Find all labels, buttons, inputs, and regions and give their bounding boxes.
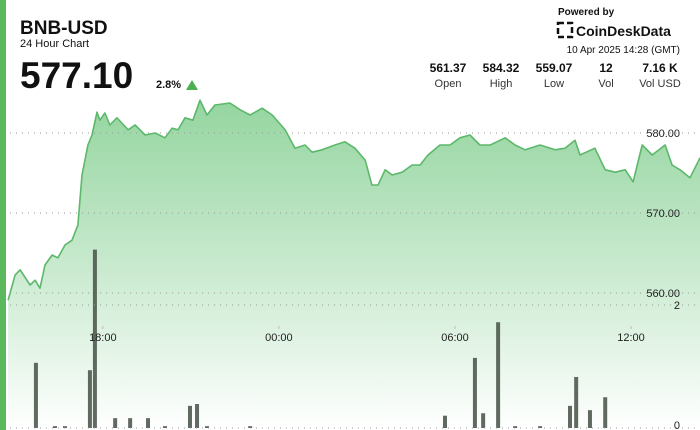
volume-bar xyxy=(205,426,210,428)
x-tick-label: 00:00 xyxy=(265,332,293,344)
brand: CoinDeskData xyxy=(576,23,671,39)
stat-value: 7.16 K xyxy=(642,61,678,75)
plot-area: 560.00 570.00 580.00 0 2 18:00 00:00 06:00 12:00 xyxy=(7,99,700,430)
volume-bar xyxy=(248,426,253,428)
x-tick-label: 18:00 xyxy=(89,332,117,344)
volume-bar xyxy=(33,362,38,428)
y-tick-label: 570.00 xyxy=(646,208,680,220)
accent-bar xyxy=(0,0,6,430)
x-tick-label: 12:00 xyxy=(617,332,645,344)
price: 577.10 xyxy=(20,55,133,96)
stat-label: High xyxy=(490,78,513,90)
y2-tick-label: 2 xyxy=(674,300,680,312)
volume-bar xyxy=(62,426,67,428)
volume-bar xyxy=(574,376,579,428)
volume-bar xyxy=(513,426,518,428)
volume-bar xyxy=(568,405,573,428)
volume-bar xyxy=(195,404,200,428)
volume-bar xyxy=(128,418,133,428)
stat-value: 559.07 xyxy=(536,61,573,75)
volume-bar xyxy=(92,249,97,428)
brand-logo xyxy=(556,21,574,39)
volume-bar xyxy=(442,415,447,428)
stat-label: Vol xyxy=(598,78,613,90)
subtitle: 24 Hour Chart xyxy=(20,38,89,50)
volume-bar xyxy=(538,426,543,428)
price-line xyxy=(7,99,700,301)
stat-value: 561.37 xyxy=(430,61,467,75)
price-area xyxy=(8,100,700,430)
volume-bar xyxy=(603,397,608,428)
up-arrow xyxy=(186,80,198,90)
volume-bar xyxy=(472,357,477,428)
volume-bar xyxy=(187,405,192,428)
stat-label: Vol USD xyxy=(639,78,681,90)
stats: 561.37 Open 584.32 High 559.07 Low 12 Vol 7.16 K… xyxy=(430,61,681,90)
y-tick-label: 580.00 xyxy=(646,128,680,140)
volume-bar xyxy=(53,426,58,428)
timestamp: 10 Apr 2025 14:28 (GMT) xyxy=(567,45,680,56)
volume-bar xyxy=(481,413,486,428)
volume-bar xyxy=(163,426,168,428)
y-tick-label: 560.00 xyxy=(646,288,680,300)
x-tick-label: 06:00 xyxy=(441,332,469,344)
y2-tick-label: 0 xyxy=(674,420,680,430)
stat-value: 12 xyxy=(599,61,613,75)
volume-bar xyxy=(146,418,151,428)
volume-bar xyxy=(113,418,118,428)
stat-label: Low xyxy=(544,78,564,90)
change: 2.8% xyxy=(156,79,181,91)
stat-value: 584.32 xyxy=(483,61,520,75)
volume-bar xyxy=(496,322,501,428)
volume-bar xyxy=(87,370,92,428)
title: BNB-USD xyxy=(20,18,108,39)
powered-by: Powered by xyxy=(558,7,615,18)
volume-bar xyxy=(587,410,592,428)
stat-label: Open xyxy=(435,78,462,90)
